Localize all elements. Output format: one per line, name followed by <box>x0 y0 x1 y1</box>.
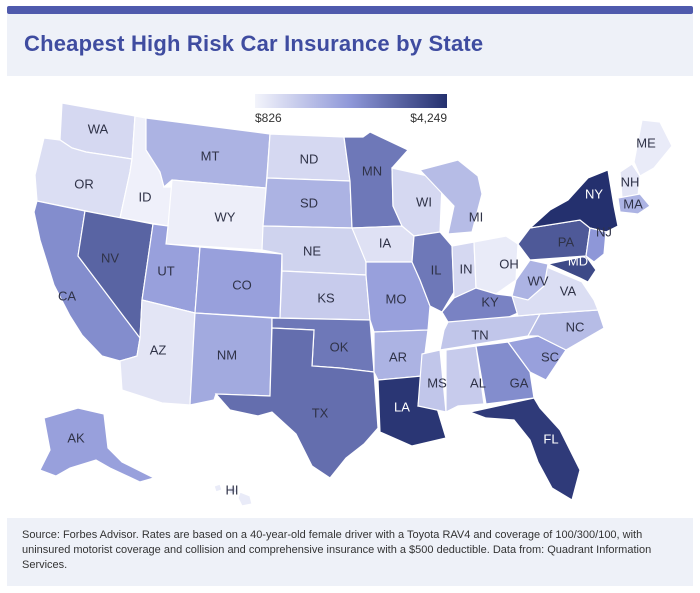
us-map: WA OR ID MT WY CA NV UT AZ CO NM ND SD NE KS OK TX MN IA MO… <box>33 102 673 507</box>
state-label-sd: SD <box>300 195 318 210</box>
state-label-mt: MT <box>201 148 220 163</box>
state-label-va: VA <box>560 283 577 298</box>
state-label-oh: OH <box>499 256 519 271</box>
state-label-nj: NJ <box>596 224 612 239</box>
state-nj <box>585 227 607 263</box>
state-label-ne: NE <box>303 243 321 258</box>
state-fl <box>467 397 581 501</box>
state-label-ma: MA <box>623 196 643 211</box>
state-label-pa: PA <box>558 234 575 249</box>
state-label-ca: CA <box>58 288 76 303</box>
state-mi <box>418 159 483 235</box>
legend-gradient-bar <box>255 94 447 108</box>
state-ga <box>475 341 535 405</box>
state-label-in: IN <box>460 261 473 276</box>
state-label-ny: NY <box>585 186 603 201</box>
state-label-ms: MS <box>427 375 447 390</box>
state-label-la: LA <box>394 399 410 414</box>
state-al <box>445 345 485 413</box>
state-label-hi: HI <box>226 482 239 497</box>
state-label-tn: TN <box>471 327 488 342</box>
state-label-ia: IA <box>379 235 392 250</box>
state-label-ut: UT <box>157 263 174 278</box>
state-sc <box>506 335 567 381</box>
state-label-ga: GA <box>510 375 529 390</box>
state-nh <box>619 163 641 199</box>
state-label-sc: SC <box>541 349 559 364</box>
state-label-id: ID <box>139 189 152 204</box>
color-legend: $826 $4,249 <box>255 94 447 126</box>
state-label-mo: MO <box>386 291 407 306</box>
state-label-ar: AR <box>389 349 407 364</box>
state-label-wi: WI <box>416 194 432 209</box>
state-label-wy: WY <box>215 209 236 224</box>
state-wy <box>165 179 267 251</box>
state-label-wa: WA <box>88 121 109 136</box>
state-label-az: AZ <box>150 342 167 357</box>
state-ak <box>39 407 156 483</box>
footer-panel: Source: Forbes Advisor. Rates are based … <box>7 518 693 586</box>
state-label-fl: FL <box>543 431 558 446</box>
state-label-nv: NV <box>101 250 119 265</box>
state-label-nc: NC <box>566 319 585 334</box>
state-hi <box>213 483 253 507</box>
state-label-mn: MN <box>362 163 382 178</box>
legend-max-label: $4,249 <box>410 111 447 125</box>
state-label-md: MD <box>568 253 588 268</box>
page-title: Cheapest High Risk Car Insurance by Stat… <box>24 31 484 56</box>
state-label-ky: KY <box>481 294 499 309</box>
state-ny <box>528 169 619 233</box>
state-label-ks: KS <box>317 290 335 305</box>
legend-min-label: $826 <box>255 111 282 125</box>
source-note: Source: Forbes Advisor. Rates are based … <box>22 529 652 571</box>
state-label-nh: NH <box>621 174 640 189</box>
state-label-me: ME <box>636 135 656 150</box>
state-label-ok: OK <box>330 339 349 354</box>
state-label-tx: TX <box>312 405 329 420</box>
state-label-or: OR <box>74 176 94 191</box>
state-label-co: CO <box>232 277 252 292</box>
state-label-al: AL <box>470 375 486 390</box>
state-label-nd: ND <box>300 151 319 166</box>
state-label-mi: MI <box>469 209 483 224</box>
state-label-il: IL <box>431 262 442 277</box>
state-label-wv: WV <box>528 273 549 288</box>
state-ma <box>617 193 651 215</box>
state-tx <box>214 327 379 479</box>
state-label-nm: NM <box>217 347 237 362</box>
header-panel: Cheapest High Risk Car Insurance by Stat… <box>7 14 693 76</box>
state-label-ak: AK <box>67 430 85 445</box>
top-accent-bar <box>7 6 693 14</box>
